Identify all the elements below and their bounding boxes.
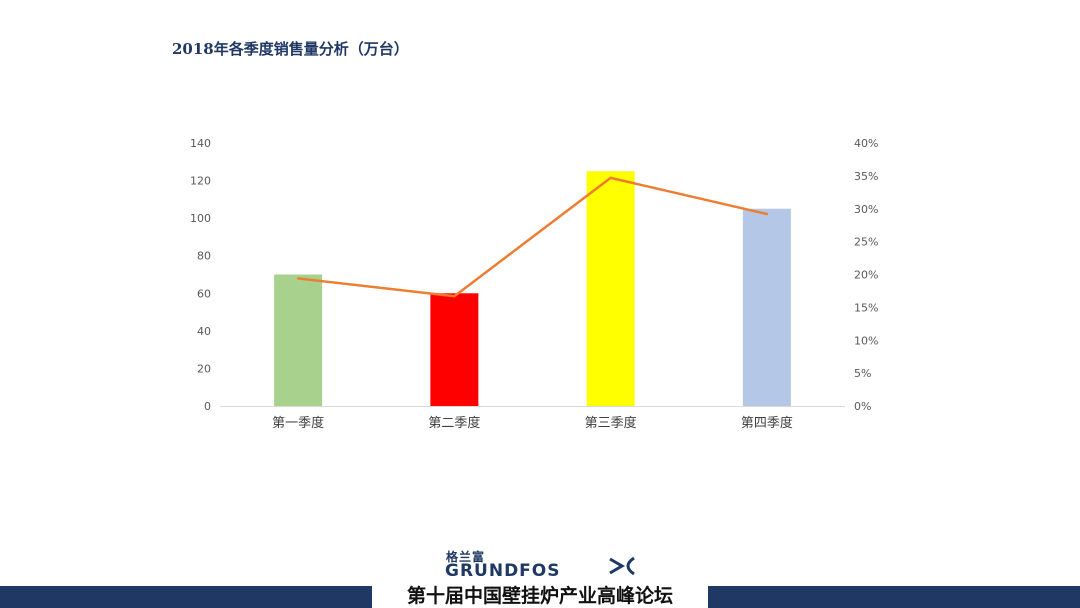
logo-chinese-name: 格兰富 bbox=[446, 550, 486, 564]
x-tick-label: 第二季度 bbox=[428, 415, 480, 431]
y-right-tick-label: 15% bbox=[854, 301, 878, 314]
y-right-tick-label: 20% bbox=[854, 269, 878, 282]
event-name: 第十届中国壁挂炉产业高峰论坛 bbox=[406, 585, 673, 607]
y-right-tick-label: 40% bbox=[854, 137, 878, 150]
y-left-tick-label: 100 bbox=[190, 212, 211, 225]
line-point bbox=[765, 212, 769, 216]
bar bbox=[430, 293, 479, 406]
bar bbox=[586, 171, 635, 406]
x-tick-label: 第一季度 bbox=[272, 415, 324, 431]
y-left-tick-label: 120 bbox=[190, 175, 211, 188]
footer-label-box bbox=[372, 584, 708, 608]
x-tick-label: 第三季度 bbox=[585, 415, 637, 431]
y-right-tick-label: 5% bbox=[854, 367, 871, 380]
y-left-tick-label: 80 bbox=[197, 250, 211, 263]
y-left-tick-label: 60 bbox=[197, 287, 211, 300]
bar bbox=[742, 208, 791, 406]
y-right-tick-label: 10% bbox=[854, 334, 878, 347]
chart-title: 2018年各季度销售量分析（万台） bbox=[172, 40, 409, 58]
y-left-tick-label: 0 bbox=[204, 400, 211, 413]
x-tick-label: 第四季度 bbox=[741, 415, 793, 431]
y-left-tick-label: 140 bbox=[190, 137, 211, 150]
y-right-tick-label: 0% bbox=[854, 400, 871, 413]
line-point bbox=[609, 176, 612, 180]
grundfos-fish-icon bbox=[609, 556, 635, 576]
y-left-tick-label: 40 bbox=[197, 325, 211, 338]
y-left-tick-label: 20 bbox=[197, 362, 211, 375]
line-point bbox=[453, 294, 456, 298]
y-right-tick-label: 25% bbox=[854, 236, 878, 249]
y-right-tick-label: 35% bbox=[854, 170, 878, 183]
logo-wordmark: GRUNDFOS bbox=[445, 561, 561, 581]
percentage-line bbox=[297, 176, 768, 298]
y-right-tick-label: 30% bbox=[854, 203, 878, 216]
line-point bbox=[296, 277, 300, 280]
bar bbox=[274, 274, 323, 406]
